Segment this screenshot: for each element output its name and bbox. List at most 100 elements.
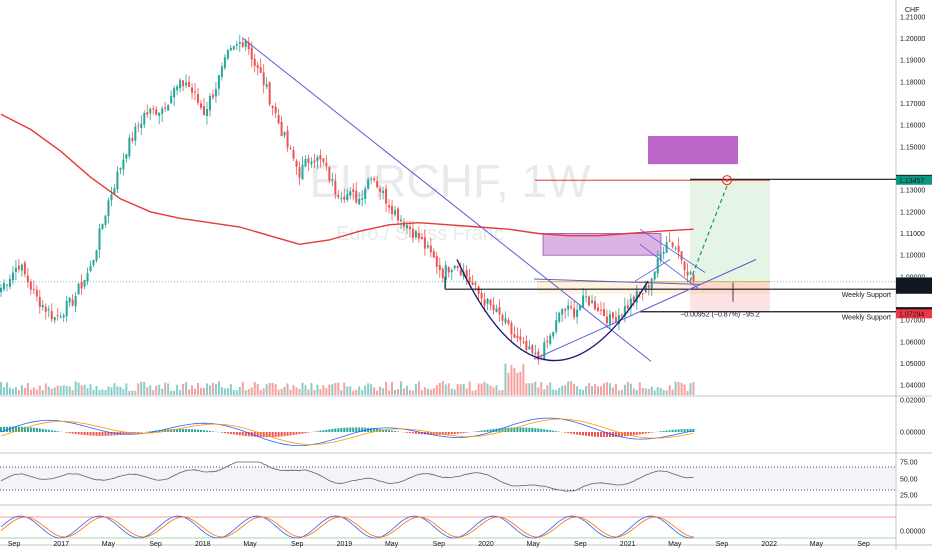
y-tick-label: 1.16000 <box>900 123 925 130</box>
candle-body <box>232 46 235 50</box>
volume-bar <box>426 388 429 395</box>
candle-body <box>594 301 597 310</box>
volume-bar <box>537 387 540 395</box>
macd-histogram-bar <box>86 432 89 436</box>
candle-body <box>220 66 223 77</box>
candle-body <box>322 158 325 163</box>
macd-histogram-bar <box>570 432 573 434</box>
volume-bar <box>220 387 223 395</box>
macd-histogram-bar <box>668 430 671 432</box>
time-tick-label: Sep <box>291 541 304 548</box>
oscillator-axis-label: 50.00 <box>900 477 918 484</box>
volume-bar <box>137 383 140 395</box>
macd-histogram-bar <box>614 432 617 437</box>
volume-bar <box>104 389 107 395</box>
macd-histogram-bar <box>53 430 56 432</box>
volume-bar <box>143 381 146 395</box>
volume-bar <box>8 387 11 395</box>
macd-histogram-bar <box>394 431 397 432</box>
candle-body <box>313 160 316 163</box>
macd-histogram-bar <box>588 432 591 437</box>
candle-body <box>483 299 486 306</box>
macd-histogram-bar <box>289 432 292 436</box>
candle-body <box>480 292 483 299</box>
candle-body <box>116 171 119 190</box>
candle-body <box>486 298 489 304</box>
volume-bar <box>549 382 552 395</box>
volume-bar <box>170 390 173 395</box>
volume-bar <box>122 388 125 395</box>
volume-bar <box>585 386 588 395</box>
y-tick-label: 1.07000 <box>900 318 925 325</box>
volume-bar <box>77 382 80 395</box>
volume-bar <box>444 384 447 395</box>
macd-histogram-bar <box>170 429 173 432</box>
candle-body <box>185 82 188 86</box>
macd-histogram-bar <box>77 432 80 435</box>
volume-bar <box>325 388 328 395</box>
candle-body <box>98 228 101 250</box>
y-tick-label: 1.11000 <box>900 231 925 238</box>
oscillator-axis-label: 0.00000 <box>900 430 925 437</box>
candle-body <box>585 296 588 298</box>
macd-histogram-bar <box>594 432 597 437</box>
time-tick-label: 2018 <box>195 541 211 548</box>
macd-histogram-bar <box>194 429 197 432</box>
volume-bar <box>594 383 597 395</box>
time-axis[interactable]: Sep 2017 May Sep 2018 May Sep 2019 May Sep 2020 May… <box>8 541 870 548</box>
macd-histogram-bar <box>677 429 680 432</box>
candle-body <box>74 295 77 307</box>
macd-histogram-bar <box>674 429 677 432</box>
candle-body <box>379 188 382 192</box>
macd-histogram-bar <box>226 432 229 434</box>
candle-body <box>17 265 20 270</box>
macd-histogram-bar <box>334 428 337 432</box>
volume-bar <box>155 385 158 395</box>
volume-bar <box>650 386 653 395</box>
candle-body <box>80 281 83 289</box>
volume-bar <box>29 389 32 395</box>
volume-bar <box>489 385 492 395</box>
macd-histogram-bar <box>104 432 107 436</box>
macd-histogram-bar <box>602 432 605 438</box>
candle-body <box>555 320 558 332</box>
macd-histogram-bar <box>98 432 101 436</box>
volume-bar <box>686 390 689 395</box>
volume-bar <box>385 381 388 395</box>
macd-histogram-bar <box>638 432 641 435</box>
candle-body <box>582 295 585 308</box>
price-badge-label: 1.08425 <box>899 287 924 294</box>
candle-body <box>411 228 414 238</box>
volume-bar <box>617 390 620 395</box>
candle-body <box>561 309 564 315</box>
candle-body <box>188 81 191 87</box>
volume-bar <box>83 384 86 395</box>
candle-body <box>549 335 552 345</box>
currency-label: CHF <box>905 7 919 14</box>
volume-bar <box>119 386 122 395</box>
candle-body <box>358 198 361 205</box>
candle-body <box>140 123 143 129</box>
volume-bar <box>182 383 185 395</box>
volume-bar <box>358 386 361 395</box>
volume-bar <box>134 390 137 395</box>
volume-bar <box>659 388 662 395</box>
macd-histogram-bar <box>41 428 44 432</box>
macd-histogram-bar <box>35 428 38 432</box>
volume-bar <box>623 384 626 395</box>
macd-histogram-bar <box>450 432 453 435</box>
candle-body <box>77 283 80 295</box>
candle-body <box>179 80 182 89</box>
volume-bar <box>638 382 641 395</box>
candle-body <box>564 309 567 311</box>
volume-bar <box>253 381 256 395</box>
volume-bar <box>567 381 570 395</box>
macd-histogram-bar <box>373 428 376 432</box>
macd-histogram-bar <box>516 427 519 432</box>
macd-histogram-bar <box>585 432 588 436</box>
volume-bar <box>355 389 358 395</box>
macd-histogram-bar <box>543 429 546 432</box>
macd-histogram-bar <box>232 432 235 435</box>
